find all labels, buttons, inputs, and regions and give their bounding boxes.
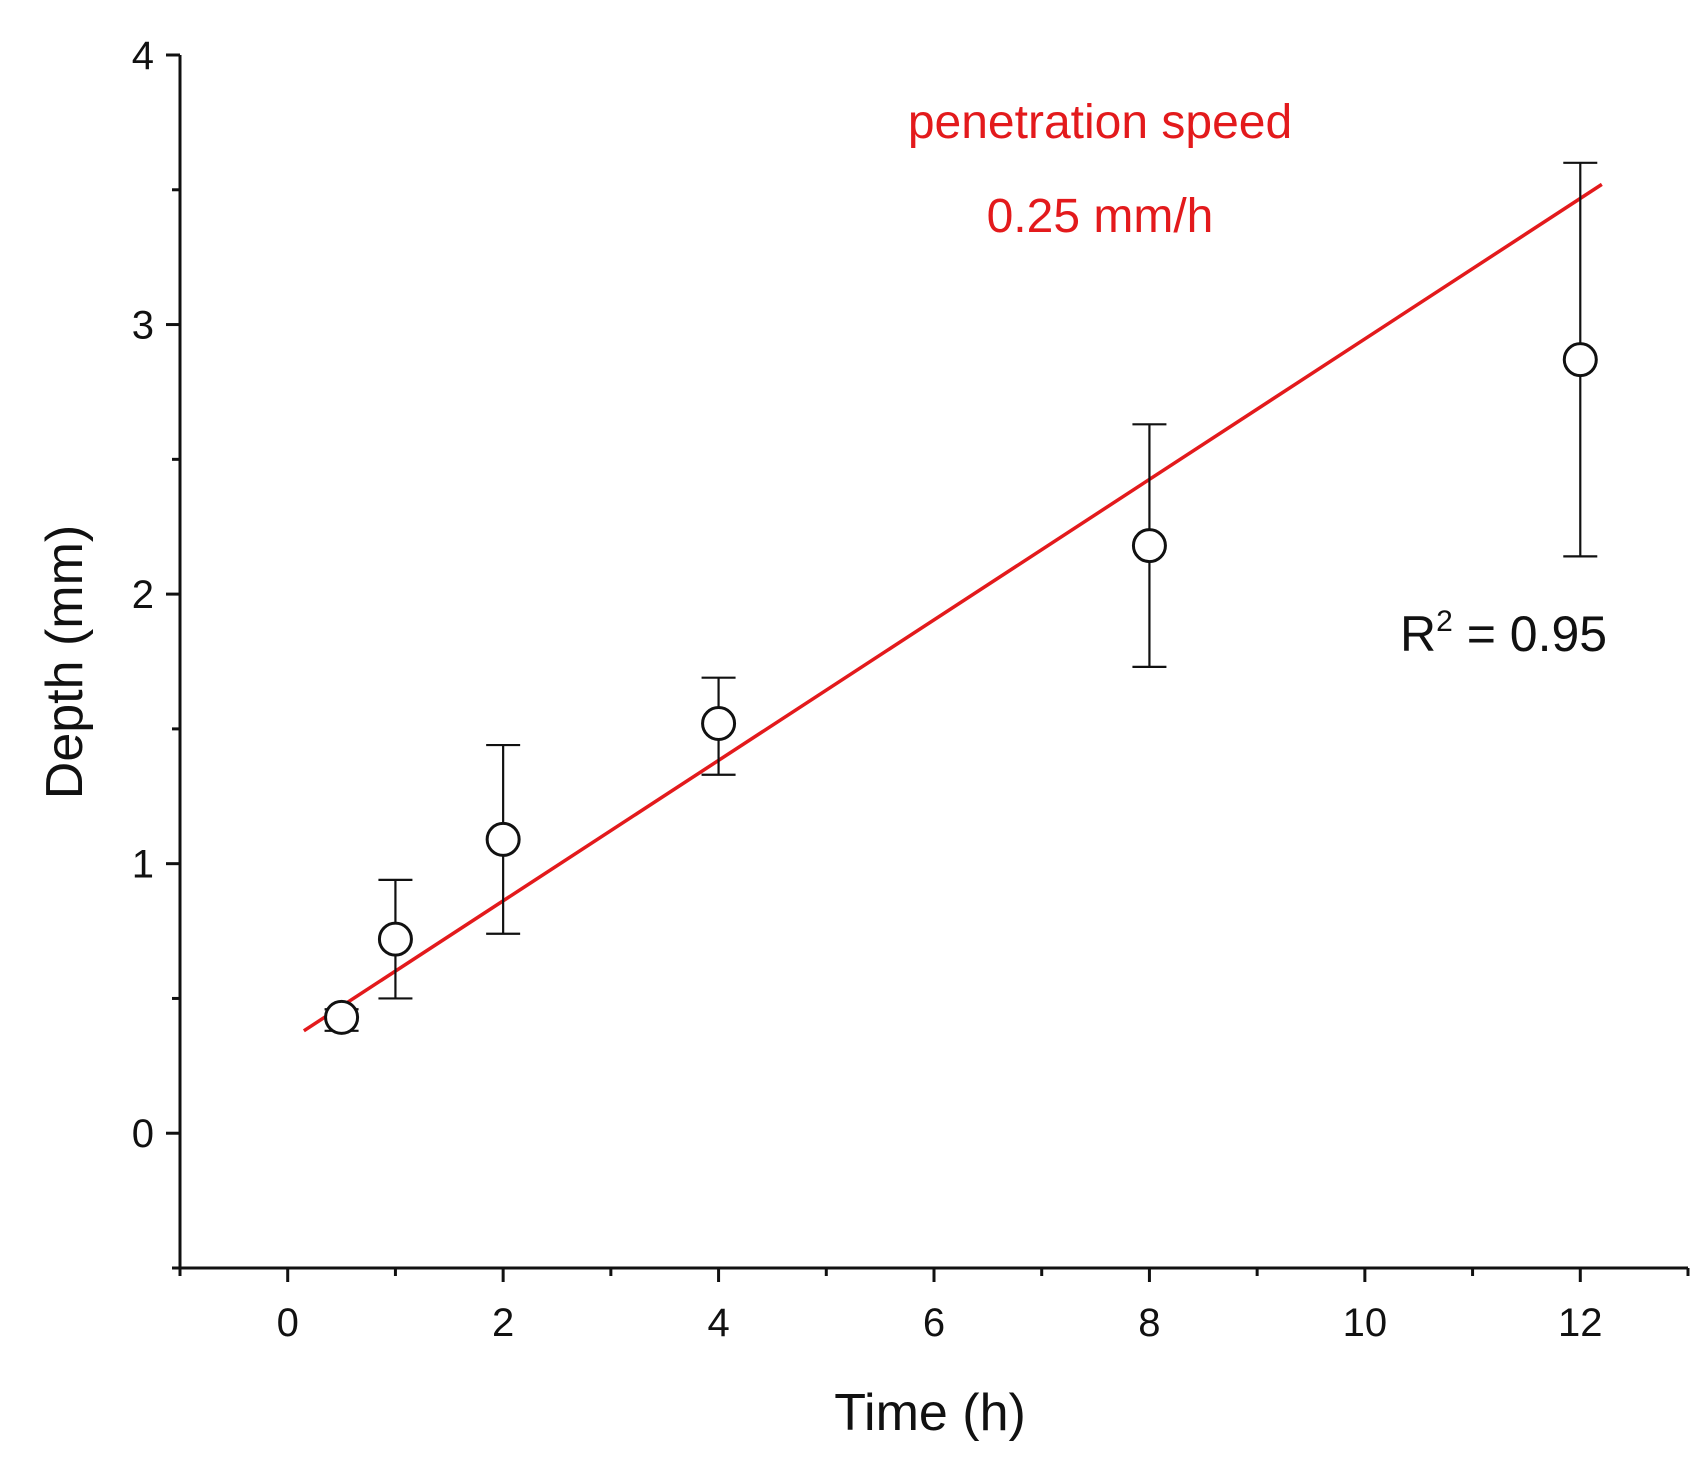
x-tick-label: 10 (1343, 1301, 1388, 1345)
r2-superscript: 2 (1436, 605, 1453, 638)
data-point (1562, 342, 1598, 378)
x-tick-label: 0 (277, 1301, 299, 1345)
data-point (485, 821, 521, 857)
y-tick-label: 1 (132, 843, 154, 887)
annotation-penetration-speed: penetration speed (908, 96, 1292, 149)
y-tick-label: 3 (132, 304, 154, 348)
r2-value: = 0.95 (1453, 606, 1607, 662)
x-tick-label: 8 (1138, 1301, 1160, 1345)
fit-line (302, 182, 1603, 1033)
y-axis-title: Depth (mm) (36, 525, 94, 799)
fit-line-layer (302, 182, 1603, 1033)
x-axis-title: Time (h) (834, 1384, 1026, 1442)
x-tick-label: 12 (1558, 1301, 1603, 1345)
x-tick-label: 2 (492, 1301, 514, 1345)
y-tick-label: 0 (132, 1112, 154, 1156)
annotation-r-squared: R2 = 0.95 (1400, 605, 1607, 662)
data-point (701, 705, 737, 741)
annotation-speed-value: 0.25 mm/h (987, 190, 1214, 243)
y-tick-label: 4 (132, 34, 154, 78)
data-point (1131, 528, 1167, 564)
data-point (324, 999, 360, 1035)
data-points-layer (324, 161, 1598, 1035)
y-tick-label: 2 (132, 573, 154, 617)
x-tick-label: 4 (707, 1301, 729, 1345)
data-point (377, 921, 413, 957)
x-tick-label: 6 (923, 1301, 945, 1345)
r2-prefix: R (1400, 606, 1436, 662)
